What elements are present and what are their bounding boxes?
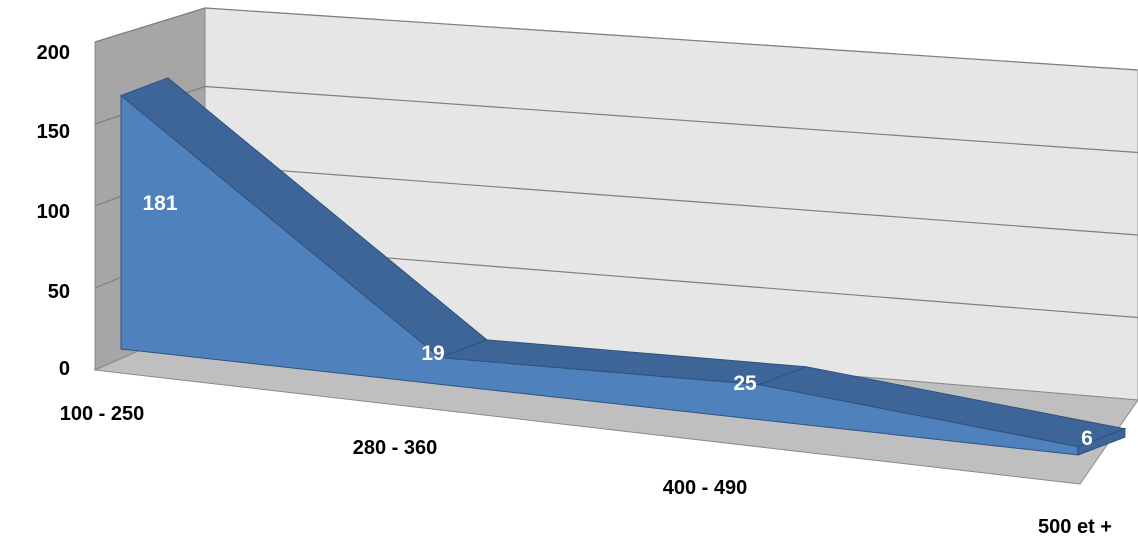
y-axis: 0 50 100 150 200 xyxy=(37,42,70,380)
area-series xyxy=(120,77,1127,456)
gridline-back-200 xyxy=(204,7,1138,71)
data-label: 181 xyxy=(142,192,177,215)
data-label: 19 xyxy=(421,342,444,365)
data-labels: 181 19 25 6 xyxy=(142,192,1092,450)
x-axis: 100 - 250 280 - 360 400 - 490 500 et + xyxy=(60,403,1112,538)
gridline-back-150 xyxy=(204,85,1138,154)
y-tick-label: 100 xyxy=(37,201,70,223)
gridline-side-200 xyxy=(94,7,206,43)
y-tick-label: 150 xyxy=(37,121,70,143)
data-label: 25 xyxy=(733,372,757,395)
x-tick-label: 280 - 360 xyxy=(353,437,438,459)
y-tick-label: 50 xyxy=(48,281,70,303)
x-tick-label: 500 et + xyxy=(1038,516,1112,538)
x-tick-label: 100 - 250 xyxy=(60,403,145,425)
gridline-back-100 xyxy=(204,164,1138,236)
y-tick-label: 200 xyxy=(37,42,70,64)
y-tick-label: 0 xyxy=(59,358,70,380)
area-front-face xyxy=(120,94,1079,456)
data-label: 6 xyxy=(1081,427,1093,450)
x-tick-label: 400 - 490 xyxy=(663,477,748,499)
